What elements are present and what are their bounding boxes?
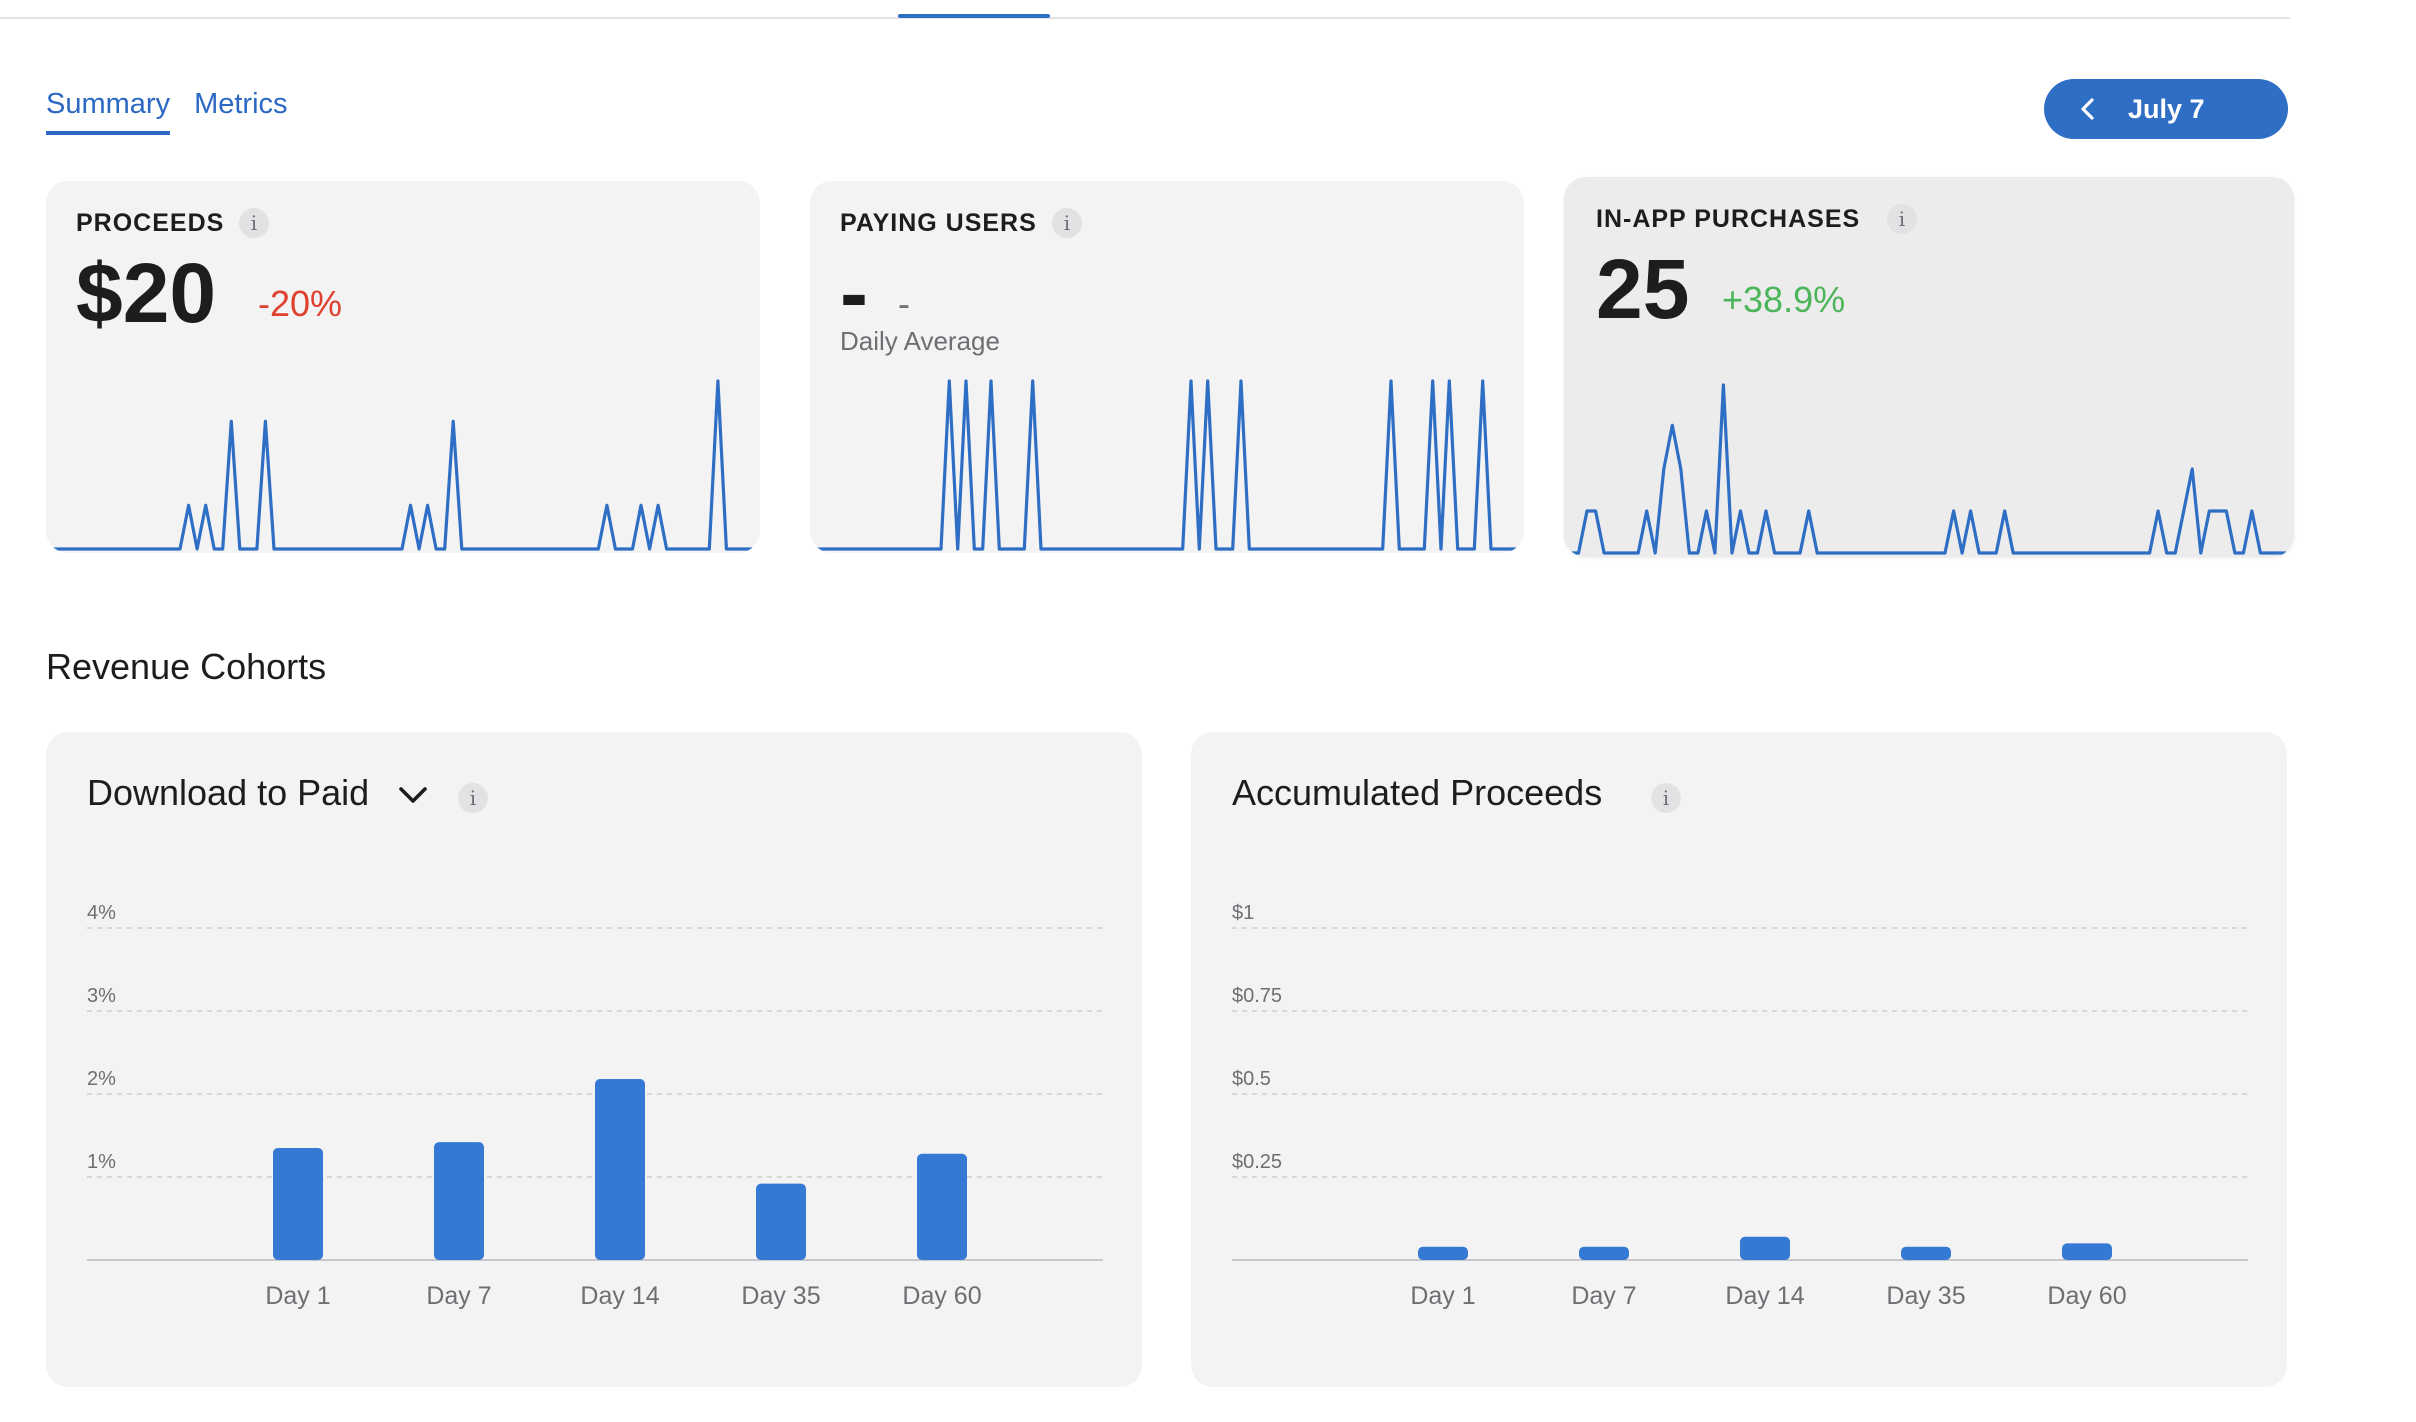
kpi-card-in-app-purchases[interactable]: IN-APP PURCHASES i 25 +38.9% [1564, 177, 2294, 557]
tab-summary[interactable]: Summary [46, 88, 171, 135]
section-title: Revenue Cohorts [46, 646, 327, 687]
chart-title: Accumulated Proceeds [1232, 772, 1603, 813]
sparkline-path [1570, 383, 2286, 555]
sparkline-path [52, 379, 752, 551]
date-label: July 7 [2128, 93, 2205, 124]
bar-chart: 1% 2% 3% 4% Day 1 Day 7 Day 14 Day 35 Day 60 [87, 902, 1103, 1310]
y-tick-label: 3% [87, 985, 116, 1007]
x-tick-label: Day 1 [265, 1282, 330, 1310]
info-icon[interactable]: i [1651, 783, 1681, 813]
date-picker-button[interactable]: July 7 [2044, 79, 2288, 139]
y-tick-label: $1 [1232, 902, 1254, 924]
view-tabs: Summary Metrics [46, 88, 288, 135]
x-tick-label: Day 60 [2047, 1282, 2126, 1310]
bar [434, 1142, 484, 1260]
tab-metrics[interactable]: Metrics [194, 88, 288, 120]
y-tick-label: $0.75 [1232, 985, 1282, 1007]
bar [1579, 1246, 1629, 1260]
x-tick-label: Day 60 [902, 1282, 981, 1310]
x-tick-label: Day 14 [1725, 1282, 1804, 1310]
bar [917, 1153, 967, 1260]
y-tick-label: 4% [87, 902, 116, 924]
chart-title: Download to Paid [87, 772, 370, 813]
kpi-title: PROCEEDS [76, 209, 225, 237]
x-tick-label: Day 7 [426, 1282, 491, 1310]
x-tick-label: Day 7 [1571, 1282, 1636, 1310]
info-icon[interactable]: i [458, 783, 488, 813]
y-tick-label: 1% [87, 1151, 116, 1173]
kpi-change: +38.9% [1722, 279, 1846, 320]
y-tick-label: $0.25 [1232, 1151, 1282, 1173]
x-tick-label: Day 35 [741, 1282, 820, 1310]
bar [595, 1079, 645, 1260]
kpi-title: IN-APP PURCHASES [1596, 205, 1861, 233]
bar [1901, 1246, 1951, 1260]
kpi-card-proceeds[interactable]: PROCEEDS i $20 -20% [46, 181, 760, 553]
x-tick-label: Day 35 [1886, 1282, 1965, 1310]
top-nav-active-indicator [898, 14, 1050, 18]
sparkline-chart [816, 379, 1516, 551]
info-icon[interactable]: i [1052, 208, 1082, 238]
bar [756, 1183, 806, 1260]
info-icon[interactable]: i [1887, 204, 1917, 234]
top-nav-divider [0, 17, 2290, 19]
chart-card-download-to-paid: Download to Paid i 1% 2% 3% 4% Day 1 Day 7 Day… [46, 732, 1142, 1387]
x-tick-label: Day 1 [1410, 1282, 1475, 1310]
x-tick-label: Day 14 [580, 1282, 659, 1310]
sparkline-path [816, 379, 1516, 551]
bar [1740, 1236, 1790, 1260]
y-tick-label: 2% [87, 1068, 116, 1090]
kpi-subtitle: Daily Average [840, 326, 1000, 356]
kpi-card-paying-users[interactable]: PAYING USERS i - - Daily Average [810, 181, 1524, 553]
kpi-value: $20 [76, 246, 217, 340]
kpi-value: 25 [1596, 242, 1690, 336]
bar [1418, 1246, 1468, 1260]
kpi-small-value: - [898, 283, 910, 324]
info-icon[interactable]: i [239, 208, 269, 238]
sparkline-chart [1570, 383, 2286, 555]
bar [273, 1147, 323, 1260]
sparkline-chart [52, 379, 752, 551]
bar [2062, 1243, 2112, 1260]
chevron-down-icon[interactable] [396, 778, 430, 812]
kpi-value: - [840, 246, 868, 340]
chevron-left-icon [2081, 98, 2094, 120]
chart-card-accumulated-proceeds: Accumulated Proceeds i $0.25 $0.5 $0.75 $1 D… [1191, 732, 2287, 1387]
bar-chart: $0.25 $0.5 $0.75 $1 Day 1 Day 7 Day 14 Day 35 Da… [1232, 902, 2248, 1310]
kpi-title: PAYING USERS [840, 209, 1037, 237]
y-tick-label: $0.5 [1232, 1068, 1271, 1090]
kpi-change: -20% [258, 283, 343, 324]
